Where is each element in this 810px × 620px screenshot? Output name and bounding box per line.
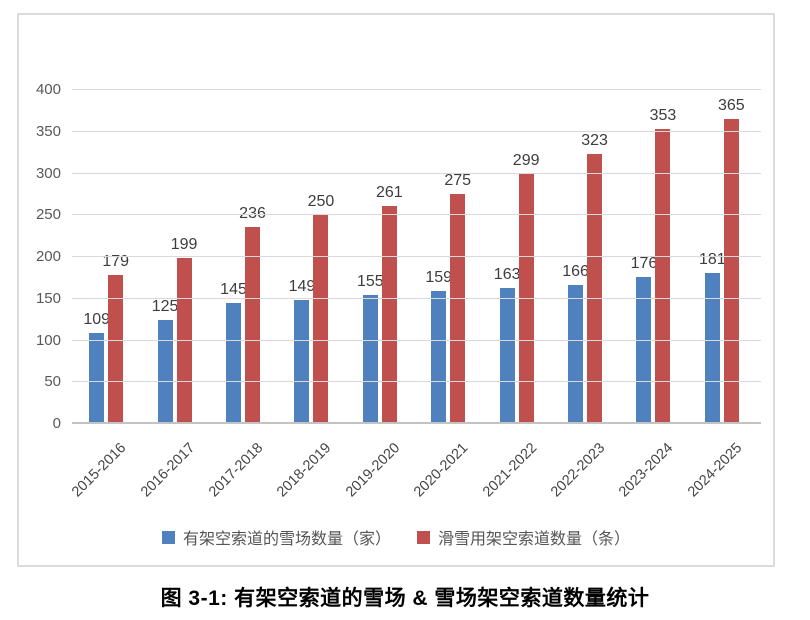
bar-group: 125 199 [140, 90, 208, 424]
bar-value-label: 145 [220, 281, 247, 298]
bar-value-label: 275 [444, 172, 472, 189]
bar-group: 155 261 [346, 90, 414, 424]
y-tick-label: 150 [35, 289, 61, 307]
y-tick-label: 250 [35, 206, 61, 224]
bar-value-label: 261 [375, 184, 403, 201]
x-axis-line [72, 422, 761, 424]
bar-group: 145 236 [209, 90, 277, 424]
legend-label: 滑雪用架空索道数量（条） [438, 531, 631, 548]
gridline [72, 297, 761, 299]
gridline [72, 256, 761, 257]
bar-value-label: 109 [83, 311, 111, 328]
legend-item-0: 有架空索道的雪场数量（家） [161, 525, 391, 549]
gridline [72, 130, 761, 132]
y-tick-label: 50 [44, 373, 61, 391]
bar-group: 109 179 [72, 90, 140, 424]
bar-value-label: 179 [102, 253, 130, 270]
bars-row: 109 179 125 199 145 236 149 250 155 261 159 275 163 2… [72, 90, 756, 424]
bar-group: 163 299 [482, 90, 550, 424]
bar-value-label: 155 [356, 273, 384, 290]
y-tick-label: 200 [35, 248, 61, 265]
bar-group: 149 250 [277, 90, 345, 424]
bar-group: 181 365 [688, 90, 756, 424]
bar-value-label: 353 [649, 107, 677, 124]
legend-item-1: 滑雪用架空索道数量（条） [417, 525, 630, 549]
bar-chart: 109 179 125 199 145 236 149 250 155 261 159 275 163 2… [17, 13, 775, 567]
bar-series-0: 149 [289, 278, 315, 424]
bar-series-0: 159 [425, 269, 452, 424]
bar-series-1: 323 [581, 132, 608, 424]
bar-value-label: 250 [307, 193, 335, 210]
bar-value-label: 125 [151, 298, 179, 315]
bar-series-1: 275 [444, 172, 471, 424]
bar-value-label: 166 [562, 263, 589, 280]
plot-area: 109 179 125 199 145 236 149 250 155 261 159 275 163 2… [36, 81, 761, 500]
y-tick-label: 100 [35, 331, 61, 349]
bar-value-label: 365 [718, 97, 745, 114]
bar-series-0: 125 [152, 298, 178, 424]
gridline [72, 172, 761, 174]
gridline [72, 339, 761, 341]
bar-value-label: 159 [425, 269, 453, 286]
legend-swatch-icon [417, 530, 430, 544]
legend-swatch-icon [161, 530, 175, 544]
bar-series-1: 199 [171, 236, 197, 424]
bar-value-label: 176 [630, 255, 658, 272]
y-tick-label: 0 [52, 415, 61, 432]
bar-value-label: 199 [170, 236, 198, 253]
bar-series-1: 365 [718, 97, 745, 424]
legend: 有架空索道的雪场数量（家） 滑雪用架空索道数量（条） [19, 525, 773, 549]
bar-series-0: 166 [562, 263, 589, 424]
bar-series-1: 250 [308, 193, 334, 424]
bar-series-0: 163 [494, 266, 520, 424]
bar-group: 176 353 [619, 90, 687, 424]
bar-series-0: 176 [631, 255, 657, 424]
bar-value-label: 323 [581, 132, 608, 149]
bar-value-label: 149 [288, 278, 316, 295]
y-tick-label: 400 [35, 81, 61, 98]
bar-series-1: 236 [239, 205, 266, 424]
figure-caption: 图 3-1: 有架空索道的雪场 & 雪场架空索道数量统计 [160, 587, 650, 610]
bar-series-1: 179 [102, 253, 129, 424]
bar-series-0: 109 [83, 311, 110, 424]
x-axis-labels: 2015-2016 2016-2017 2017-2018 2018-2019 2019… [69, 424, 756, 514]
y-tick-label: 350 [35, 122, 61, 140]
bar-group: 166 323 [551, 90, 619, 424]
bar-series-0: 145 [220, 281, 247, 424]
legend-label: 有架空索道的雪场数量（家） [182, 531, 391, 548]
gridline [72, 381, 761, 383]
bar-value-label: 163 [493, 266, 521, 283]
bar-series-1: 299 [513, 152, 539, 424]
gridline [72, 214, 761, 216]
bar-series-0: 155 [357, 273, 384, 424]
bar-value-label: 236 [239, 205, 266, 222]
x-tick-cell: 2024-2025 [685, 424, 756, 514]
bar-group: 159 275 [414, 90, 482, 424]
y-tick-label: 300 [35, 164, 61, 182]
gridline [72, 89, 761, 90]
bar-series-1: 353 [650, 107, 676, 424]
bar-value-label: 181 [699, 251, 726, 268]
bar-series-1: 261 [376, 184, 403, 424]
bar-value-label: 299 [512, 152, 540, 169]
bar-series-0: 181 [699, 251, 726, 424]
